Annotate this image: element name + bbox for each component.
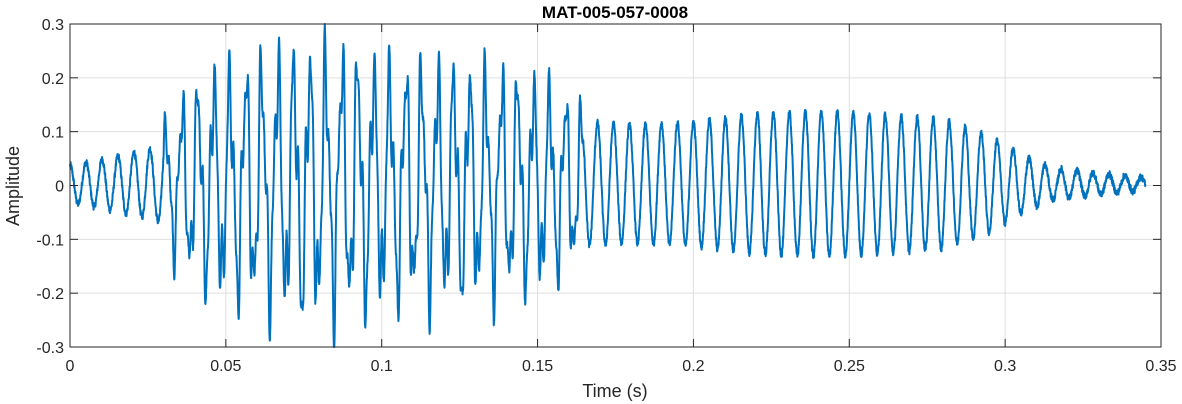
y-tick-label: -0.3	[36, 340, 64, 357]
axis-ticks	[69, 23, 1162, 348]
y-tick-label: 0	[55, 179, 64, 196]
x-tick-label: 0.15	[522, 358, 553, 375]
x-tick-label: 0.25	[834, 358, 865, 375]
y-tick-label: 0.1	[42, 125, 64, 142]
y-axis-label: Amplitude	[3, 146, 23, 226]
x-axis-label: Time (s)	[582, 381, 647, 401]
x-tick-label: 0.35	[1145, 358, 1176, 375]
y-tick-label: -0.2	[36, 286, 64, 303]
y-tick-label: -0.1	[36, 232, 64, 249]
x-tick-label: 0.2	[682, 358, 704, 375]
y-tick-labels: -0.3 -0.2 -0.1 0 0.1 0.2 0.3	[36, 17, 64, 357]
amplitude-series-line	[69, 23, 1147, 348]
x-tick-label: 0.3	[994, 358, 1016, 375]
chart-title: MAT-005-057-0008	[542, 3, 688, 22]
x-tick-label: 0	[66, 358, 75, 375]
y-tick-label: 0.3	[42, 17, 64, 34]
x-tick-label: 0.1	[371, 358, 393, 375]
y-tick-label: 0.2	[42, 71, 64, 88]
x-tick-label: 0.05	[210, 358, 241, 375]
x-tick-labels: 0 0.05 0.1 0.15 0.2 0.25 0.3 0.35	[66, 358, 1177, 375]
